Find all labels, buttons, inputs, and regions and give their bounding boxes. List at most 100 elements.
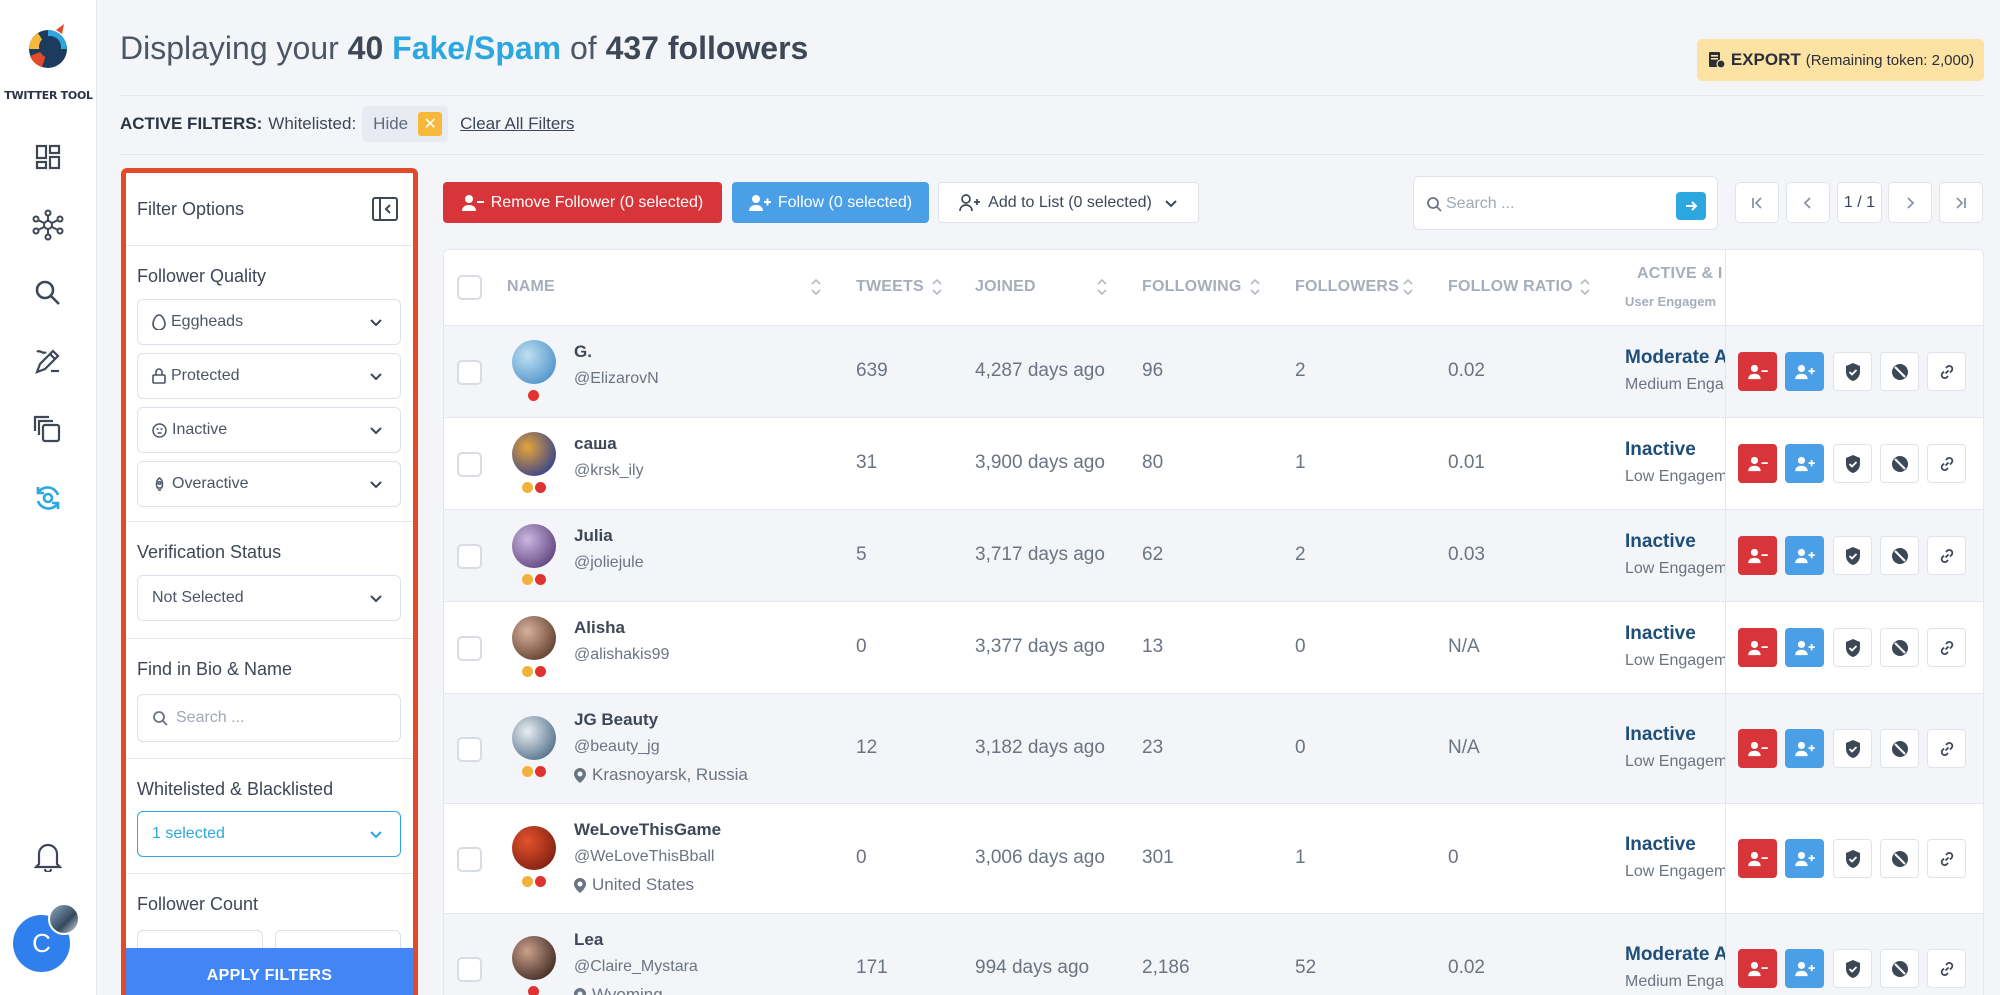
eggheads-select[interactable]: Eggheads xyxy=(137,299,401,345)
whitelist-row-button[interactable] xyxy=(1833,444,1872,483)
clear-filters-link[interactable]: Clear All Filters xyxy=(460,114,575,133)
column-following[interactable]: FOLLOWING xyxy=(1142,278,1242,295)
remove-follower-row-button[interactable] xyxy=(1738,536,1777,575)
export-button[interactable]: EXPORT (Remaining token: 2,000) xyxy=(1697,39,1984,81)
sort-icon[interactable] xyxy=(1249,276,1261,298)
row-checkbox[interactable] xyxy=(457,544,482,569)
apply-filters-button[interactable]: APPLY FILTERS xyxy=(126,948,413,995)
blacklist-row-button[interactable] xyxy=(1880,444,1919,483)
sort-icon[interactable] xyxy=(1402,276,1414,298)
avatar[interactable] xyxy=(512,716,556,760)
follow-row-button[interactable] xyxy=(1785,839,1824,878)
follow-row-button[interactable] xyxy=(1785,444,1824,483)
whitelist-row-button[interactable] xyxy=(1833,949,1872,988)
remove-follower-row-button[interactable] xyxy=(1738,444,1777,483)
follow-row-button[interactable] xyxy=(1785,729,1824,768)
column-followers[interactable]: FOLLOWERS xyxy=(1295,278,1400,295)
table-row[interactable]: Alisha @alishakis99 0 3,377 days ago 13 0 N/A I… xyxy=(444,602,1983,694)
sort-icon[interactable] xyxy=(1579,276,1591,298)
sync-icon[interactable] xyxy=(28,478,68,518)
sort-icon[interactable] xyxy=(1096,276,1108,298)
profile-link-button[interactable] xyxy=(1927,352,1966,391)
blacklist-row-button[interactable] xyxy=(1880,839,1919,878)
next-page-button[interactable] xyxy=(1888,182,1932,223)
column-activity[interactable]: ACTIVE & I xyxy=(1637,265,1723,282)
whitelist-row-button[interactable] xyxy=(1833,729,1872,768)
profile-link-button[interactable] xyxy=(1927,949,1966,988)
network-icon[interactable] xyxy=(28,205,68,245)
select-all-checkbox[interactable] xyxy=(457,275,482,300)
user-name[interactable]: Julia xyxy=(574,526,613,545)
overactive-select[interactable]: Overactive xyxy=(137,461,401,507)
profile-link-button[interactable] xyxy=(1927,628,1966,667)
remove-follower-row-button[interactable] xyxy=(1738,949,1777,988)
whitelist-row-button[interactable] xyxy=(1833,352,1872,391)
search-icon[interactable] xyxy=(28,273,68,313)
blacklist-row-button[interactable] xyxy=(1880,352,1919,391)
verification-select[interactable]: Not Selected xyxy=(137,575,401,621)
first-page-button[interactable] xyxy=(1735,182,1779,223)
remove-follower-row-button[interactable] xyxy=(1738,839,1777,878)
edit-icon[interactable] xyxy=(28,341,68,381)
user-name[interactable]: G. xyxy=(574,342,592,361)
avatar[interactable] xyxy=(512,936,556,980)
follow-row-button[interactable] xyxy=(1785,628,1824,667)
user-name[interactable]: JG Beauty xyxy=(574,710,659,729)
avatar[interactable] xyxy=(512,524,556,568)
follow-row-button[interactable] xyxy=(1785,949,1824,988)
last-page-button[interactable] xyxy=(1939,182,1983,223)
blacklist-row-button[interactable] xyxy=(1880,729,1919,768)
avatar[interactable] xyxy=(512,826,556,870)
avatar[interactable] xyxy=(512,432,556,476)
table-row[interactable]: JG Beauty @beauty_jg Krasnoyarsk, Russia 12… xyxy=(444,694,1983,804)
blacklist-row-button[interactable] xyxy=(1880,628,1919,667)
search-input[interactable] xyxy=(1446,191,1676,217)
copy-icon[interactable] xyxy=(28,410,68,450)
follow-row-button[interactable] xyxy=(1785,352,1824,391)
search-submit-button[interactable] xyxy=(1676,192,1706,220)
avatar[interactable] xyxy=(512,616,556,660)
row-checkbox[interactable] xyxy=(457,636,482,661)
remove-filter-icon[interactable]: ✕ xyxy=(418,112,443,136)
profile-link-button[interactable] xyxy=(1927,444,1966,483)
row-checkbox[interactable] xyxy=(457,452,482,477)
dashboard-icon[interactable] xyxy=(28,137,68,177)
inactive-select[interactable]: Inactive xyxy=(137,407,401,453)
app-logo[interactable] xyxy=(20,22,74,76)
whitelist-row-button[interactable] xyxy=(1833,628,1872,667)
remove-follower-row-button[interactable] xyxy=(1738,352,1777,391)
remove-follower-button[interactable]: Remove Follower (0 selected) xyxy=(443,182,722,223)
bell-icon[interactable] xyxy=(28,836,68,876)
blacklist-row-button[interactable] xyxy=(1880,536,1919,575)
user-name[interactable]: Lea xyxy=(574,930,604,949)
sort-icon[interactable] xyxy=(931,276,943,298)
remove-follower-row-button[interactable] xyxy=(1738,628,1777,667)
avatar[interactable] xyxy=(512,340,556,384)
profile-link-button[interactable] xyxy=(1927,729,1966,768)
column-follow-ratio[interactable]: FOLLOW RATIO xyxy=(1448,278,1573,295)
row-checkbox[interactable] xyxy=(457,957,482,982)
sort-icon[interactable] xyxy=(810,276,822,298)
user-name[interactable]: Alisha xyxy=(574,618,626,637)
column-name[interactable]: NAME xyxy=(507,278,555,295)
profile-link-button[interactable] xyxy=(1927,839,1966,878)
table-row[interactable]: Lea @Claire_Mystara Wyoming 171 994 days ago… xyxy=(444,914,1983,995)
row-checkbox[interactable] xyxy=(457,360,482,385)
bio-search-field[interactable]: Search ... xyxy=(137,694,401,742)
collapse-panel-icon[interactable] xyxy=(372,197,398,221)
table-row[interactable]: WeLoveThisGame @WeLoveThisBball United Sta… xyxy=(444,804,1983,914)
table-row[interactable]: Julia @joliejule 5 3,717 days ago 62 2 0.03 Ina… xyxy=(444,510,1983,602)
column-tweets[interactable]: TWEETS xyxy=(856,278,924,295)
follow-button[interactable]: Follow (0 selected) xyxy=(732,182,929,223)
table-row[interactable]: саша @krsk_ily 31 3,900 days ago 80 1 0.01 Inac… xyxy=(444,418,1983,510)
blacklist-row-button[interactable] xyxy=(1880,949,1919,988)
follow-row-button[interactable] xyxy=(1785,536,1824,575)
row-checkbox[interactable] xyxy=(457,737,482,762)
account-badge[interactable] xyxy=(48,903,80,935)
row-checkbox[interactable] xyxy=(457,847,482,872)
protected-select[interactable]: Protected xyxy=(137,353,401,399)
table-row[interactable]: G. @ElizarovN 639 4,287 days ago 96 2 0.02 Mode… xyxy=(444,326,1983,418)
whitelist-row-button[interactable] xyxy=(1833,839,1872,878)
profile-link-button[interactable] xyxy=(1927,536,1966,575)
whitelist-row-button[interactable] xyxy=(1833,536,1872,575)
